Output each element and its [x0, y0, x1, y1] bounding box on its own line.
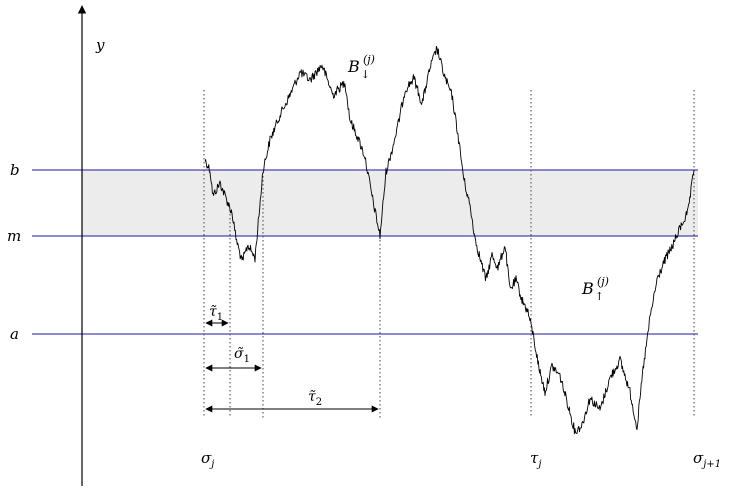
label-b-up: B↑(j): [581, 275, 609, 303]
interval-label-tau-2: τ̃2: [308, 389, 322, 408]
interval-label-sigma-1: σ̃1: [234, 346, 250, 365]
label-b-down: B↓(j): [347, 53, 375, 81]
level-label-a: a: [10, 325, 19, 343]
interval-label-tau-1: τ̃1: [209, 304, 223, 323]
brownian-path: [204, 45, 695, 435]
dotted-markers: [203, 90, 695, 418]
level-label-m: m: [7, 227, 21, 245]
time-label-tau-j: τj: [530, 449, 541, 470]
time-label-sigma-j1: σj+1: [693, 449, 721, 470]
time-label-sigma-j: σj: [201, 449, 214, 470]
y-axis-label: y: [95, 36, 105, 54]
band-between-m-and-b: [82, 170, 698, 236]
level-label-b: b: [10, 161, 20, 179]
